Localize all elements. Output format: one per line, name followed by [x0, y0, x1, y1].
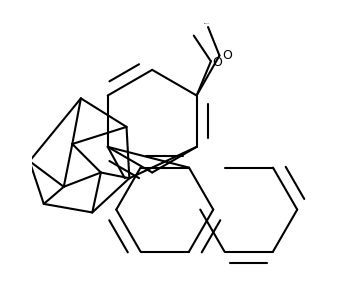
Text: O: O	[212, 56, 222, 69]
Text: O: O	[222, 49, 232, 62]
Text: methoxy: methoxy	[203, 23, 210, 24]
